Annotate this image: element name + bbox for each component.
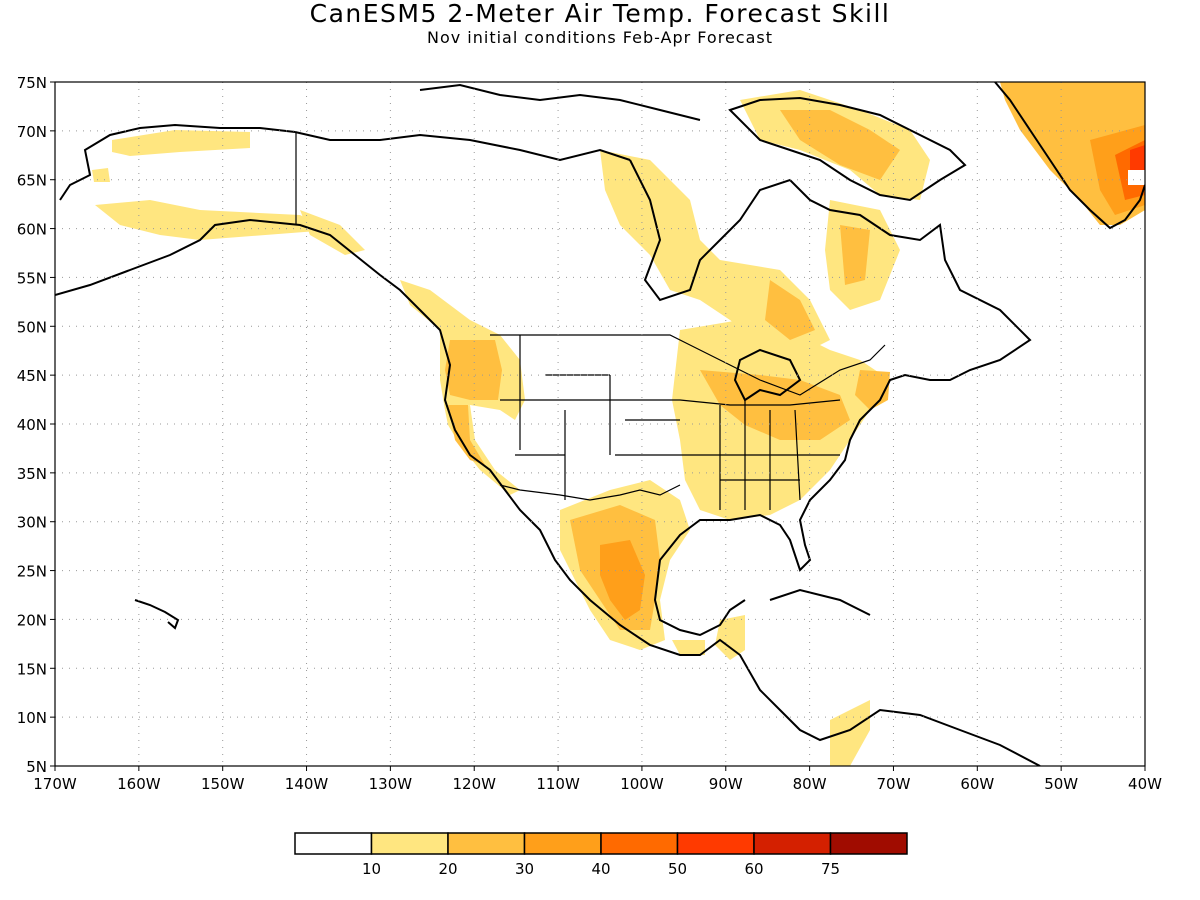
coast-alaska (55, 218, 1041, 766)
shade-greenland-white (1128, 170, 1145, 185)
legend-label: 40 (591, 860, 610, 878)
shade-northeast (855, 370, 890, 410)
lon-label: 140W (285, 775, 329, 793)
shade-colombia (830, 700, 870, 766)
coast-great-lakes (733, 348, 802, 402)
legend-swatch (447, 832, 526, 855)
legend-swatch (600, 832, 679, 855)
coast-hawaii (134, 599, 180, 630)
shade-alaska-north (112, 130, 250, 156)
lon-label: 100W (620, 775, 664, 793)
shade-canada-west (400, 280, 500, 345)
coast-cuba (769, 588, 871, 616)
shade-yucatan (672, 640, 705, 655)
lon-label: 130W (369, 775, 413, 793)
legend-label: 60 (744, 860, 763, 878)
legend-swatch (523, 832, 602, 855)
border-us-canada (490, 334, 886, 396)
lon-label: 70W (877, 775, 911, 793)
color-legend: 10 20 30 40 50 60 75 (294, 832, 908, 878)
lat-label: 70N (17, 123, 47, 141)
shade-central-america (715, 615, 745, 660)
lat-label: 5N (26, 758, 47, 776)
lon-label: 40W (1128, 775, 1162, 793)
lon-label: 110W (536, 775, 580, 793)
border-states-east (679, 399, 841, 510)
legend-swatch (294, 832, 373, 855)
legend-label: 50 (668, 860, 687, 878)
coast-arctic-islands (419, 83, 701, 121)
lat-label: 15N (17, 660, 47, 678)
lat-label: 20N (17, 611, 47, 629)
lat-label: 40N (17, 416, 47, 434)
latitude-labels: 5N 10N 15N 20N 25N 30N 35N 40N 45N 50N 55N 60N 65N 70… (17, 74, 55, 776)
map-subtitle: Nov initial conditions Feb-Apr Forecast (426, 28, 773, 47)
lat-label: 25N (17, 563, 47, 581)
borders (295, 132, 886, 510)
lat-label: 35N (17, 465, 47, 483)
lat-label: 45N (17, 367, 47, 385)
lon-label: 90W (709, 775, 743, 793)
legend-label: 30 (515, 860, 534, 878)
shade-pnw-strong (445, 340, 502, 400)
lon-label: 170W (33, 775, 77, 793)
lat-label: 60N (17, 221, 47, 239)
lon-label: 120W (452, 775, 496, 793)
shade-yukon (300, 210, 365, 255)
plot-area (55, 82, 1145, 766)
lon-label: 80W (793, 775, 827, 793)
lon-label: 60W (960, 775, 994, 793)
legend-label: 20 (438, 860, 457, 878)
border-us-mexico (499, 484, 681, 501)
lat-label: 75N (17, 74, 47, 92)
lon-label: 50W (1044, 775, 1078, 793)
shade-baffin-strong (780, 110, 900, 180)
lat-label: 50N (17, 318, 47, 336)
shade-greenland-max (1130, 145, 1145, 172)
coast-hudson-bay (629, 159, 1032, 637)
shade-alaska-south (95, 200, 330, 240)
lat-label: 55N (17, 269, 47, 287)
legend-label: 10 (362, 860, 381, 878)
coast-greenland (994, 82, 1145, 230)
coastlines (55, 82, 1145, 766)
lon-label: 150W (201, 775, 245, 793)
shade-central-canada-strong (765, 280, 815, 340)
legend-swatch (829, 832, 908, 855)
legend-swatch (753, 832, 832, 855)
lat-label: 65N (17, 172, 47, 190)
coast-baffin (728, 96, 967, 202)
shade-labrador-strong (840, 225, 870, 285)
shade-alaska-west (92, 168, 110, 182)
legend-label: 75 (821, 860, 840, 878)
legend-swatch (676, 832, 755, 855)
lon-label: 160W (117, 775, 161, 793)
skill-shading (55, 82, 1145, 766)
coast-arctic-canada (294, 131, 631, 162)
lat-label: 30N (17, 514, 47, 532)
map-title: CanESM5 2-Meter Air Temp. Forecast Skill (309, 0, 891, 28)
border-states-west (500, 335, 685, 500)
lat-label: 10N (17, 709, 47, 727)
longitude-labels: 170W 160W 150W 140W 130W 120W 110W 100W 90W 80W 70… (33, 766, 1162, 793)
coast-alaska-north (59, 123, 296, 201)
shade-mexico-core (600, 540, 645, 620)
shade-california-strong (448, 405, 485, 465)
legend-swatch (370, 832, 449, 855)
